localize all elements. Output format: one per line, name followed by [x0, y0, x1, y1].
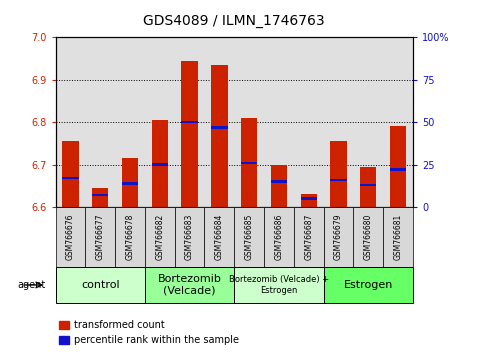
- Text: GSM766678: GSM766678: [126, 214, 134, 261]
- Bar: [360, 167, 376, 207]
- Text: GSM766680: GSM766680: [364, 214, 373, 261]
- Bar: [122, 158, 138, 207]
- Bar: [92, 194, 108, 196]
- Bar: [271, 180, 287, 183]
- Text: GSM766676: GSM766676: [66, 214, 75, 261]
- Bar: [122, 182, 138, 184]
- Text: GSM766679: GSM766679: [334, 214, 343, 261]
- Text: GDS4089 / ILMN_1746763: GDS4089 / ILMN_1746763: [143, 14, 325, 28]
- Text: GSM766682: GSM766682: [156, 214, 164, 260]
- Legend: transformed count, percentile rank within the sample: transformed count, percentile rank withi…: [56, 316, 243, 349]
- Bar: [152, 163, 168, 166]
- Text: GSM766684: GSM766684: [215, 214, 224, 261]
- Text: GSM766685: GSM766685: [245, 214, 254, 261]
- Bar: [300, 197, 317, 200]
- Bar: [211, 126, 227, 129]
- Bar: [390, 169, 406, 171]
- Bar: [211, 65, 227, 207]
- Bar: [390, 126, 406, 207]
- Text: Bortezomib (Velcade) +
Estrogen: Bortezomib (Velcade) + Estrogen: [229, 275, 329, 295]
- Bar: [360, 184, 376, 186]
- Text: Estrogen: Estrogen: [343, 280, 393, 290]
- Bar: [330, 141, 347, 207]
- Bar: [241, 162, 257, 164]
- Text: GSM766683: GSM766683: [185, 214, 194, 261]
- Bar: [330, 179, 347, 181]
- Bar: [62, 141, 79, 207]
- Text: GSM766681: GSM766681: [394, 214, 402, 260]
- Bar: [152, 120, 168, 207]
- Bar: [300, 194, 317, 207]
- Text: agent: agent: [17, 280, 45, 290]
- Bar: [92, 188, 108, 207]
- Bar: [62, 177, 79, 179]
- Text: control: control: [81, 280, 119, 290]
- Text: Bortezomib
(Velcade): Bortezomib (Velcade): [157, 274, 222, 296]
- Text: GSM766677: GSM766677: [96, 214, 105, 261]
- Text: GSM766687: GSM766687: [304, 214, 313, 261]
- Bar: [182, 61, 198, 207]
- Bar: [241, 118, 257, 207]
- Bar: [271, 165, 287, 207]
- Text: GSM766686: GSM766686: [274, 214, 284, 261]
- Bar: [182, 121, 198, 124]
